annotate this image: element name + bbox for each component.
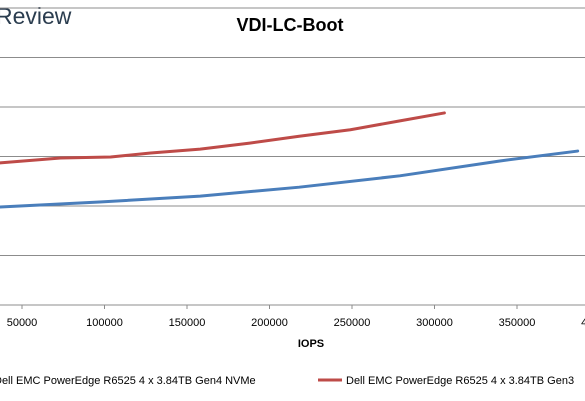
x-axis-label: IOPS	[298, 338, 324, 350]
series-line	[0, 111, 446, 165]
x-tick-label: 250000	[334, 317, 371, 329]
legend-label: Dell EMC PowerEdge R6525 4 x 3.84TB Gen4…	[0, 375, 256, 387]
x-tick-label: 200000	[251, 317, 288, 329]
x-tick-label: 350000	[499, 317, 536, 329]
chart-title: VDI-LC-Boot	[237, 15, 344, 35]
x-tick-label: 300000	[416, 317, 453, 329]
series-line	[0, 149, 580, 209]
legend-label: Dell EMC PowerEdge R6525 4 x 3.84TB Gen3	[346, 375, 574, 387]
x-tick-label: 100000	[86, 317, 123, 329]
x-tick-label: 150000	[169, 317, 206, 329]
watermark: Review	[0, 3, 72, 29]
x-tick-label: 50000	[7, 317, 38, 329]
x-tick-label: 400000	[581, 317, 585, 329]
